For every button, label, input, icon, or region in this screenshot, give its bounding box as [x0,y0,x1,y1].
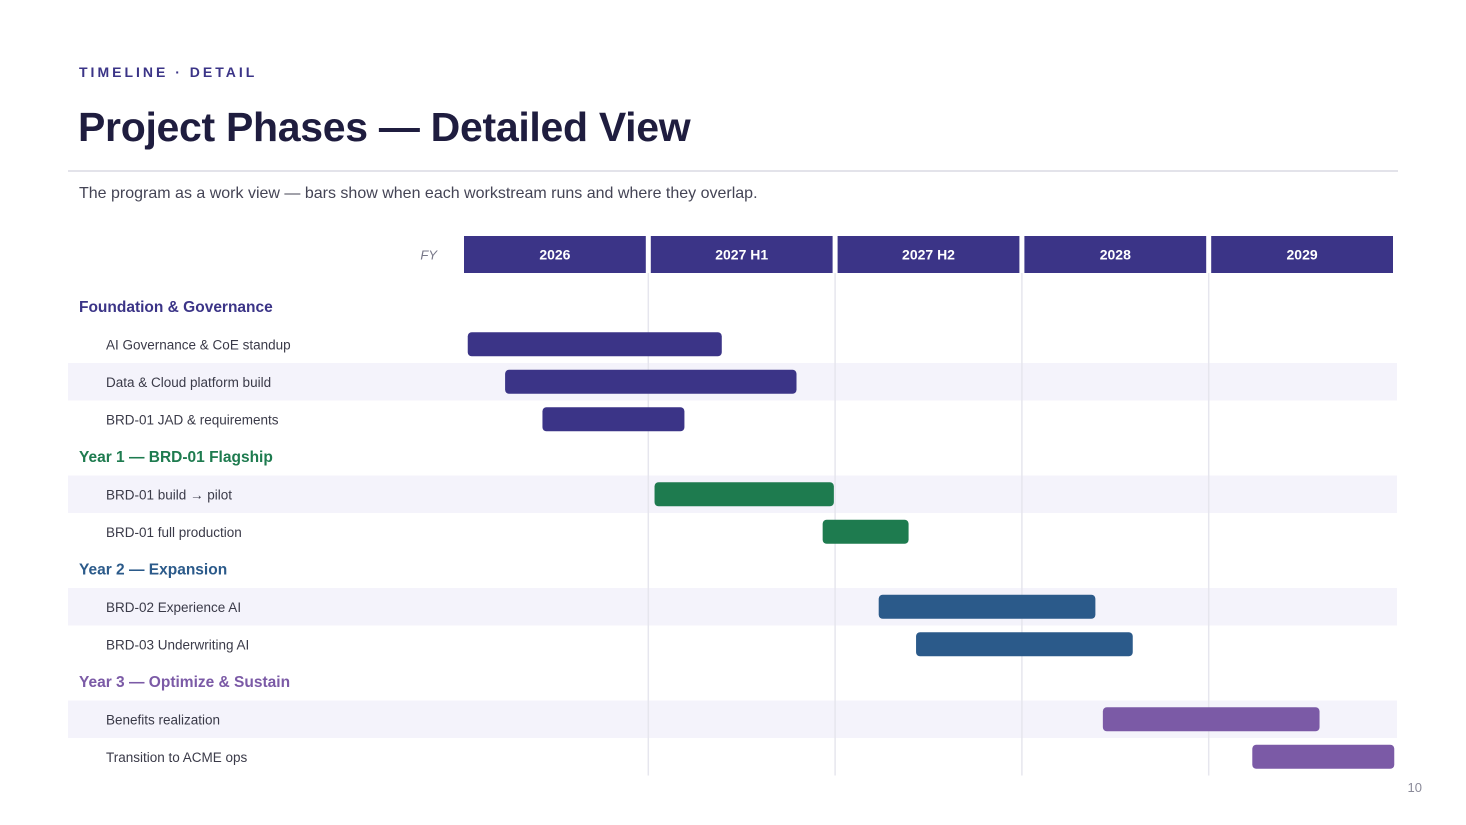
page-number: 10 [1407,780,1422,795]
task-bar [467,332,722,357]
task-bar [505,369,797,394]
period-label: 2026 [539,247,570,263]
period-label: 2027 H1 [715,247,768,263]
group-label: Foundation & Governance [79,299,273,316]
task-bar [1252,744,1395,769]
group-label: Year 1 — BRD-01 Flagship [79,449,273,466]
row-stripe [68,588,1397,626]
period-label: 2029 [1287,247,1318,263]
task-label: BRD-01 JAD & requirements [106,412,279,427]
period-header [1024,236,1207,273]
period-header [650,236,833,273]
period-header [1211,236,1393,273]
period-header [837,236,1020,273]
axis-label: FY [420,248,438,263]
task-bar [916,632,1133,657]
group-label: Year 2 — Expansion [79,561,227,578]
task-bar [1102,707,1320,732]
task-label: BRD-01 build → pilot [106,487,232,502]
task-label: BRD-03 Underwriting AI [106,637,249,652]
task-label: Transition to ACME ops [106,750,248,765]
eyebrow-label: TIMELINE · DETAIL [79,64,258,80]
title-divider [68,170,1398,172]
task-label: Benefits realization [106,712,220,727]
period-label: 2028 [1100,247,1131,263]
period-label: 2027 H2 [902,247,955,263]
task-label: BRD-01 full production [106,525,242,540]
task-label: AI Governance & CoE standup [106,337,291,352]
task-label: Data & Cloud platform build [106,375,271,390]
group-label: Year 3 — Optimize & Sustain [79,674,290,691]
page-title: Project Phases — Detailed View [78,104,691,150]
period-header [464,236,646,273]
task-bar [822,519,909,544]
task-bar [542,407,685,432]
page-subtitle: The program as a work view — bars show w… [79,185,758,202]
task-label: BRD-02 Experience AI [106,600,241,615]
task-bar [654,482,834,507]
task-bar [878,594,1096,619]
